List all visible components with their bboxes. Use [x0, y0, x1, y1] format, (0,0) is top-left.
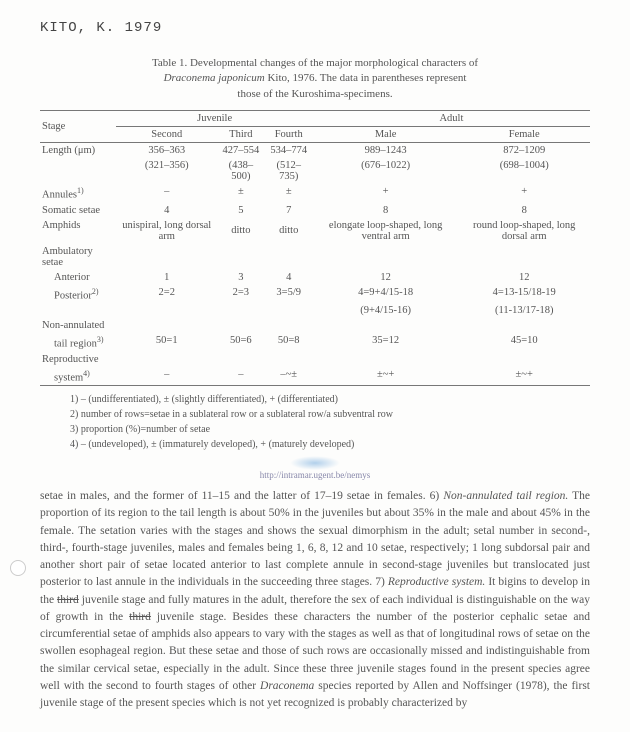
cell: 4	[265, 270, 313, 285]
table-footnotes: 1) – (undifferentiated), ± (slightly dif…	[70, 392, 590, 452]
cell: 989–1243	[313, 143, 459, 159]
cell: 2=3	[217, 285, 264, 304]
note-4: 4) – (undeveloped), ± (immaturely develo…	[70, 437, 590, 452]
data-table: Stage Juvenile Adult Second Third Fourth…	[40, 110, 590, 386]
cell: (9+4/15-16)	[313, 303, 459, 318]
row-label: system4)	[40, 367, 116, 386]
table-row: Annules1) – ± ± + +	[40, 184, 590, 203]
cell: 50=6	[217, 333, 264, 352]
row-label: Somatic setae	[40, 203, 116, 218]
sub-male: Male	[313, 127, 459, 143]
watermark-url: http://intramar.ugent.be/nemys	[260, 470, 370, 480]
cell: (676–1022)	[313, 158, 459, 184]
row-label: Posterior2)	[40, 285, 116, 304]
col-stage: Stage	[40, 111, 116, 143]
col-juvenile: Juvenile	[116, 111, 312, 127]
table-row: system4) – – –~± ±~+ ±~+	[40, 367, 590, 386]
sub-female: Female	[458, 127, 590, 143]
row-label: Anterior	[40, 270, 116, 285]
note-1: 1) – (undifferentiated), ± (slightly dif…	[70, 392, 590, 407]
cell: 1	[116, 270, 217, 285]
table-row: Ambulatory setae	[40, 244, 590, 270]
cell: ±~+	[458, 367, 590, 386]
cell: 534–774	[265, 143, 313, 159]
cell: unispiral, long dorsal arm	[116, 218, 217, 244]
cell: –~±	[265, 367, 313, 386]
table-row: tail region3) 50=1 50=6 50=8 35=12 45=10	[40, 333, 590, 352]
cell: round loop-shaped, long dorsal arm	[458, 218, 590, 244]
col-adult: Adult	[313, 111, 590, 127]
cell: 4=9+4/15-18	[313, 285, 459, 304]
cell: –	[217, 367, 264, 386]
table-row: (321–356) (438–500) (512–735) (676–1022)…	[40, 158, 590, 184]
row-label: Ambulatory setae	[40, 244, 116, 270]
cell: ±	[217, 184, 264, 203]
sub-second: Second	[116, 127, 217, 143]
cell: 4	[116, 203, 217, 218]
caption-line1: Table 1. Developmental changes of the ma…	[152, 57, 478, 69]
cell: 12	[458, 270, 590, 285]
table-row: Somatic setae 4 5 7 8 8	[40, 203, 590, 218]
table-row: Amphids unispiral, long dorsal arm ditto…	[40, 218, 590, 244]
cell: elongate loop-shaped, long ventral arm	[313, 218, 459, 244]
row-label: tail region3)	[40, 333, 116, 352]
cell: 3	[217, 270, 264, 285]
table-caption: Table 1. Developmental changes of the ma…	[40, 56, 590, 102]
cell: (11-13/17-18)	[458, 303, 590, 318]
table-row: Posterior2) 2=2 2=3 3=5/9 4=9+4/15-18 4=…	[40, 285, 590, 304]
cell: 4=13-15/18-19	[458, 285, 590, 304]
table-row: Anterior 1 3 4 12 12	[40, 270, 590, 285]
cell: 50=1	[116, 333, 217, 352]
cell: 7	[265, 203, 313, 218]
cell: 3=5/9	[265, 285, 313, 304]
cell: ±~+	[313, 367, 459, 386]
sub-fourth: Fourth	[265, 127, 313, 143]
note-3: 3) proportion (%)=number of setae	[70, 422, 590, 437]
row-label: Length (μm)	[40, 143, 116, 159]
cell: 872–1209	[458, 143, 590, 159]
table-row: Length (μm) 356–363 427–554 534–774 989–…	[40, 143, 590, 159]
cell: 5	[217, 203, 264, 218]
cell: (512–735)	[265, 158, 313, 184]
row-label: Reproductive	[40, 352, 116, 367]
caption-species: Draconema japonicum	[164, 72, 265, 84]
row-label: Annules1)	[40, 184, 116, 203]
sub-third: Third	[217, 127, 264, 143]
cell: (321–356)	[116, 158, 217, 184]
cell: 50=8	[265, 333, 313, 352]
cell: 12	[313, 270, 459, 285]
cell: 45=10	[458, 333, 590, 352]
cell: 35=12	[313, 333, 459, 352]
cell: +	[458, 184, 590, 203]
cell: ±	[265, 184, 313, 203]
cell: (438–500)	[217, 158, 264, 184]
cell: 8	[458, 203, 590, 218]
cell: 8	[313, 203, 459, 218]
cell: ditto	[217, 218, 264, 244]
cell: +	[313, 184, 459, 203]
cell: (698–1004)	[458, 158, 590, 184]
row-label: Non-annulated	[40, 318, 116, 333]
cell: 356–363	[116, 143, 217, 159]
cell: 427–554	[217, 143, 264, 159]
cell: 2=2	[116, 285, 217, 304]
note-2: 2) number of rows=setae in a sublateral …	[70, 407, 590, 422]
table-row: (9+4/15-16) (11-13/17-18)	[40, 303, 590, 318]
header-citation: KITO, K. 1979	[40, 20, 590, 36]
cell: ditto	[265, 218, 313, 244]
caption-line2b: Kito, 1976. The data in parentheses repr…	[267, 72, 466, 84]
watermark-logo	[290, 456, 340, 470]
watermark: http://intramar.ugent.be/nemys	[40, 456, 590, 480]
body-paragraph: setae in males, and the former of 11–15 …	[40, 488, 590, 712]
table-row: Reproductive	[40, 352, 590, 367]
caption-line3: those of the Kuroshima-specimens.	[237, 88, 392, 100]
cell: –	[116, 184, 217, 203]
table-row: Non-annulated	[40, 318, 590, 333]
cell: –	[116, 367, 217, 386]
binder-hole	[10, 560, 26, 576]
row-label: Amphids	[40, 218, 116, 244]
